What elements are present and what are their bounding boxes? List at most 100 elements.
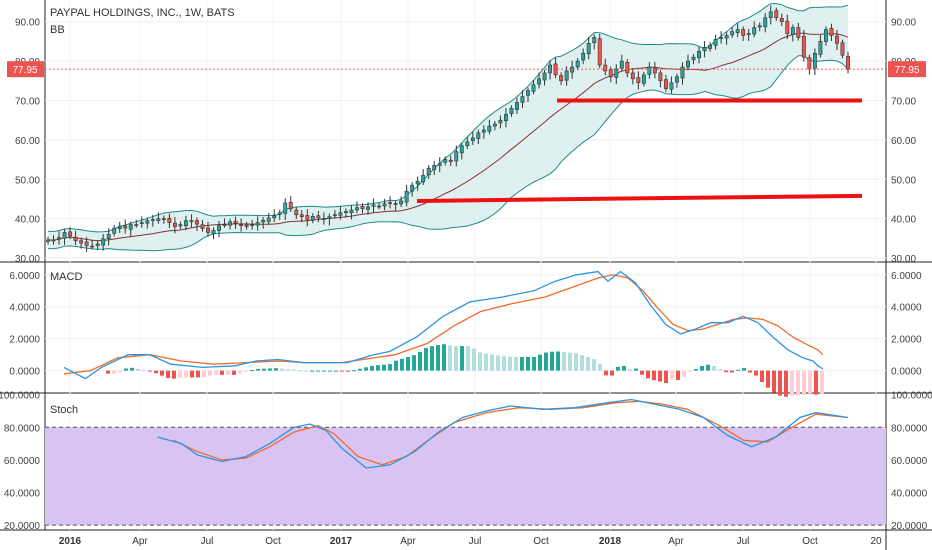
macd-hist-bar — [436, 345, 440, 371]
time-tick: Jul — [737, 536, 750, 547]
candle-body — [581, 52, 586, 61]
candle-body — [222, 224, 227, 226]
macd-hist-bar — [652, 370, 656, 381]
candle-body — [211, 230, 216, 234]
candle-body — [255, 222, 260, 226]
candle-body — [691, 56, 696, 61]
candle-body — [476, 132, 481, 139]
candle-body — [630, 72, 635, 80]
candle-body — [686, 60, 690, 68]
macd-hist-bar — [526, 357, 530, 371]
candle-body — [835, 35, 839, 44]
stoch-tick-left: 40.0000 — [4, 488, 41, 499]
candle-body — [57, 237, 61, 240]
macd-hist-bar — [124, 368, 128, 371]
macd-hist-bar — [304, 370, 308, 372]
price-tick-right: 70.00 — [891, 96, 916, 107]
candle-body — [481, 129, 486, 133]
macd-hist-bar — [496, 355, 500, 371]
candle-body — [757, 25, 762, 28]
candle-body — [112, 227, 117, 234]
macd-hist-bar — [592, 359, 596, 371]
candle-body — [448, 159, 453, 162]
candle-body — [366, 206, 370, 210]
candle-body — [752, 27, 757, 35]
macd-hist-bar — [460, 346, 464, 371]
candle-body — [410, 184, 415, 192]
stoch-tick-right: 20.0000 — [891, 521, 928, 532]
candle-body — [305, 215, 310, 220]
macd-hist-bar — [160, 370, 164, 376]
candle-body — [134, 224, 139, 226]
macd-hist-bar — [256, 368, 260, 371]
macd-tick-right: 0.0000 — [891, 367, 922, 378]
candle-body — [139, 222, 144, 224]
stoch-tick-right: 40.0000 — [891, 488, 928, 499]
candle-body — [846, 56, 850, 70]
candle-body — [741, 29, 746, 36]
price-tick-left: 50.00 — [15, 175, 40, 186]
macd-pane: 0.0000 0.0000 2.0000 2.0000 4.0000 4.0000 6.00… — [9, 271, 922, 397]
candle-body — [228, 221, 233, 226]
macd-hist-bar — [418, 352, 422, 371]
macd-hist-bar — [634, 368, 638, 371]
candle-body — [277, 212, 282, 215]
macd-hist-bar — [724, 370, 728, 373]
macd-hist-bar — [760, 370, 764, 383]
candle-body — [614, 68, 619, 78]
candle-body — [498, 119, 503, 124]
candle-body — [178, 224, 183, 227]
candle-body — [128, 224, 133, 230]
candle-body — [779, 18, 784, 22]
macd-hist-bar — [730, 370, 734, 373]
macd-hist-bar — [664, 370, 668, 384]
macd-hist-bar — [568, 352, 572, 371]
macd-hist-bar — [364, 367, 368, 371]
macd-label: MACD — [50, 271, 83, 283]
macd-hist-bar — [442, 344, 446, 371]
macd-hist-bar — [196, 370, 200, 378]
macd-hist-bar — [232, 370, 236, 375]
candle-body — [697, 50, 701, 59]
macd-hist-bar — [742, 368, 746, 371]
time-tick: Jul — [201, 536, 214, 547]
candle-body — [812, 52, 817, 69]
macd-tick-left: 2.0000 — [9, 335, 40, 346]
last-price-tag-left — [7, 61, 44, 78]
candle-body — [377, 205, 381, 208]
candle-body — [702, 47, 707, 51]
candle-body — [355, 207, 359, 211]
macd-hist-bar — [796, 370, 800, 396]
macd-hist-bar — [718, 369, 722, 371]
macd-hist-bar — [484, 353, 488, 371]
stoch-tick-left: 100.0000 — [0, 391, 40, 402]
macd-hist-bar — [346, 370, 350, 372]
candle-body — [592, 37, 597, 44]
candle-body — [586, 43, 591, 55]
stoch-tick-right: 100.0000 — [891, 391, 932, 402]
macd-hist-bar — [316, 370, 320, 372]
candle-body — [526, 90, 530, 96]
macd-hist-bar — [772, 370, 776, 393]
macd-hist-bar — [154, 370, 158, 374]
macd-hist-bar — [244, 370, 248, 372]
stoch-tick-right: 80.0000 — [891, 423, 928, 434]
macd-hist-bar — [424, 347, 428, 371]
macd-hist-bar — [748, 370, 752, 373]
macd-hist-bar — [694, 369, 698, 371]
candle-body — [641, 74, 646, 84]
macd-hist-bar — [562, 352, 566, 371]
last-price-label-left: 77.95 — [12, 65, 37, 76]
macd-hist-bar — [658, 370, 662, 382]
candle-body — [625, 61, 630, 74]
stoch-tick-right: 60.0000 — [891, 456, 928, 467]
macd-hist-bar — [190, 370, 194, 378]
candle-body — [708, 45, 713, 49]
macd-hist-bar — [130, 367, 134, 371]
macd-hist-bar — [412, 355, 416, 371]
candle-body — [95, 243, 100, 246]
macd-hist-bar — [466, 346, 470, 371]
price-tick-left: 40.00 — [15, 215, 40, 226]
candle-body — [79, 240, 84, 244]
macd-hist-bar — [766, 370, 770, 388]
